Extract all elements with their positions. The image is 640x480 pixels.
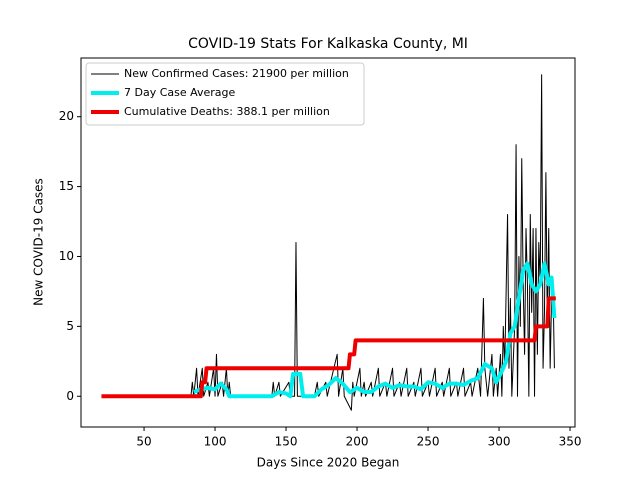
x-tick-label: 50 [136,435,151,449]
x-tick-label: 150 [275,435,298,449]
legend-label: 7 Day Case Average [124,86,236,99]
chart-title: COVID-19 Stats For Kalkaska County, MI [188,36,468,52]
x-tick-label: 300 [488,435,511,449]
x-tick-label: 350 [559,435,582,449]
legend-box [85,62,365,126]
y-tick-label: 0 [66,389,74,403]
y-axis-label: New COVID-19 Cases [32,178,46,306]
plot-frame [80,57,576,428]
series-line [193,261,557,399]
y-tick-label: 15 [59,179,74,193]
y-tick-label: 5 [66,319,74,333]
x-tick-label: 250 [417,435,440,449]
x-tick-label: 100 [204,435,227,449]
x-tick-label: 200 [346,435,369,449]
y-tick-label: 10 [59,249,74,263]
legend-label: Cumulative Deaths: 388.1 per million [124,105,330,118]
series-line [101,296,556,399]
legend-label: New Confirmed Cases: 21900 per million [124,67,349,80]
y-tick-label: 20 [59,109,74,123]
series-line [190,74,555,411]
x-axis-label: Days Since 2020 Began [257,456,400,470]
